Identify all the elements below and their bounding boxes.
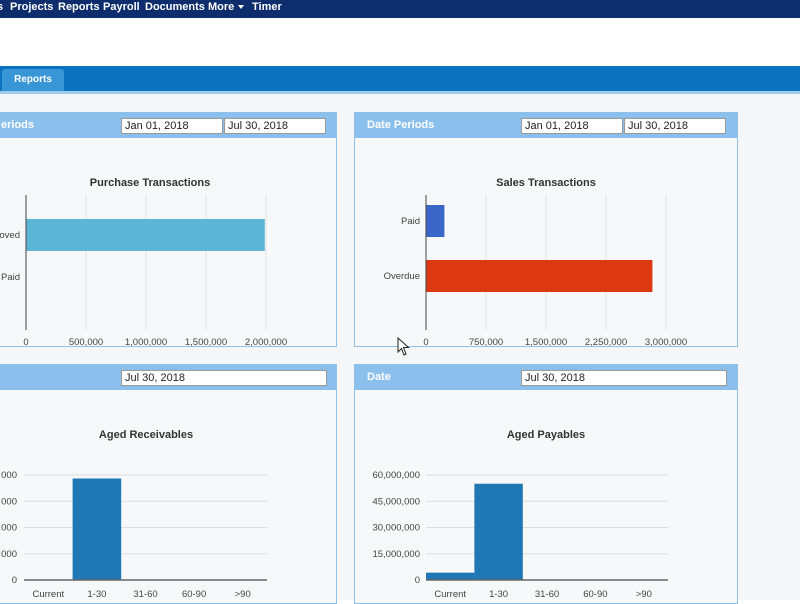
- x-tick-label: Current: [434, 589, 466, 600]
- x-tick-label: 31-60: [133, 589, 157, 600]
- panel-body: Purchase Transactions 0 500,000 1,000,000 1,…: [0, 138, 336, 346]
- top-nav: s Projects Reports Payroll Documents Mor…: [0, 0, 800, 18]
- x-tick-label: 1-30: [87, 589, 106, 600]
- chart-title: Purchase Transactions: [90, 177, 210, 189]
- x-tick-label: 3,000,000: [645, 337, 687, 346]
- bar: [72, 478, 122, 580]
- y-tick-label: 60,000,000: [372, 470, 420, 481]
- tab-reports[interactable]: Reports: [2, 69, 64, 91]
- tab-bar: Reports: [0, 66, 800, 91]
- bar: [426, 205, 445, 237]
- x-tick-label: 1,500,000: [525, 337, 567, 346]
- bar: [426, 572, 475, 580]
- panel-header: eriods: [0, 113, 336, 138]
- y-tick-label: 0: [415, 575, 420, 586]
- y-tick-label: 000: [1, 496, 17, 507]
- nav-item-more-label: More: [208, 1, 235, 13]
- x-tick-label: 2,250,000: [585, 337, 627, 346]
- date-from-input[interactable]: [121, 118, 223, 134]
- purchase-transactions-panel: eriods Purchase Transactions 0 500,000 1,00…: [0, 112, 337, 347]
- x-tick-label: 60-90: [583, 589, 607, 600]
- aged-receivables-panel: Aged Receivables0000000000000Current1-30…: [0, 364, 337, 604]
- chart-title: Sales Transactions: [496, 177, 596, 189]
- bar: [474, 483, 523, 580]
- x-tick-label: >90: [235, 589, 251, 600]
- y-tick-label: 30,000,000: [372, 523, 420, 534]
- aged-payables-chart: Aged Payables 0 15,000,000 30,000,000 45,000…: [372, 429, 668, 600]
- date-from-input[interactable]: [521, 118, 623, 134]
- chevron-down-icon: [238, 5, 245, 10]
- category-label: roved: [0, 230, 20, 241]
- date-input[interactable]: [521, 370, 727, 386]
- x-tick-label: 1,500,000: [185, 337, 227, 346]
- sales-transactions-chart: Sales Transactions 0 750,000 1,500,000 2,250…: [384, 177, 688, 346]
- purchase-transactions-chart: Purchase Transactions 0 500,000 1,000,000 1,…: [0, 177, 287, 346]
- sales-transactions-panel: Date Periods Sales Transactions 0 750,000 1…: [354, 112, 738, 347]
- nav-item-more[interactable]: More: [208, 1, 245, 13]
- tab-bar-divider: [0, 91, 800, 94]
- panel-header: [0, 365, 336, 390]
- x-tick-label: 1,000,000: [125, 337, 167, 346]
- nav-item-projects[interactable]: Projects: [10, 1, 54, 13]
- chart-title: Aged Receivables: [99, 429, 193, 441]
- nav-item-partial[interactable]: s: [0, 1, 4, 13]
- x-tick-label: 0: [23, 337, 28, 346]
- date-to-input[interactable]: [624, 118, 726, 134]
- panel-header: Date Periods: [355, 113, 737, 138]
- x-tick-label: 31-60: [535, 589, 559, 600]
- x-tick-label: 500,000: [69, 337, 103, 346]
- x-tick-label: 0: [423, 337, 428, 346]
- category-label: Overdue: [384, 271, 420, 282]
- y-tick-label: 000: [1, 470, 17, 481]
- y-tick-label: 45,000,000: [372, 496, 420, 507]
- panel-header: Date: [355, 365, 737, 390]
- aged-payables-panel: Date Aged Payables 0 15,000,000 30,000,000 4…: [354, 364, 738, 604]
- y-tick-label: 000: [1, 523, 17, 534]
- x-tick-label: Current: [32, 589, 64, 600]
- nav-item-reports[interactable]: Reports: [58, 1, 100, 13]
- date-periods-label: Date Periods: [367, 119, 435, 131]
- x-tick-label: >90: [636, 589, 652, 600]
- panel-body: Aged Payables 0 15,000,000 30,000,000 45,000…: [355, 390, 737, 603]
- x-tick-label: 2,000,000: [245, 337, 287, 346]
- category-label: Paid: [1, 272, 20, 283]
- y-tick-label: 15,000,000: [372, 549, 420, 560]
- bar: [26, 219, 265, 251]
- y-tick-label: 0: [12, 575, 17, 586]
- nav-item-payroll[interactable]: Payroll: [103, 1, 140, 13]
- category-label: Paid: [401, 216, 420, 227]
- panel-body: Sales Transactions 0 750,000 1,500,000 2,250…: [355, 138, 737, 346]
- mouse-cursor-icon: [397, 337, 410, 356]
- chart-title: Aged Payables: [507, 429, 585, 441]
- date-to-input[interactable]: [224, 118, 326, 134]
- date-label: Date: [367, 371, 391, 383]
- date-input[interactable]: [121, 370, 327, 386]
- x-tick-label: 1-30: [489, 589, 508, 600]
- nav-item-documents[interactable]: Documents: [145, 1, 205, 13]
- panel-body: Aged Receivables 0 000 000 000 000 Current 1-30…: [0, 390, 336, 603]
- x-tick-label: 60-90: [182, 589, 206, 600]
- nav-item-timer[interactable]: Timer: [252, 1, 282, 13]
- y-tick-label: 000: [1, 549, 17, 560]
- date-periods-label: eriods: [1, 119, 35, 131]
- x-tick-label: 750,000: [469, 337, 503, 346]
- bar: [426, 260, 653, 292]
